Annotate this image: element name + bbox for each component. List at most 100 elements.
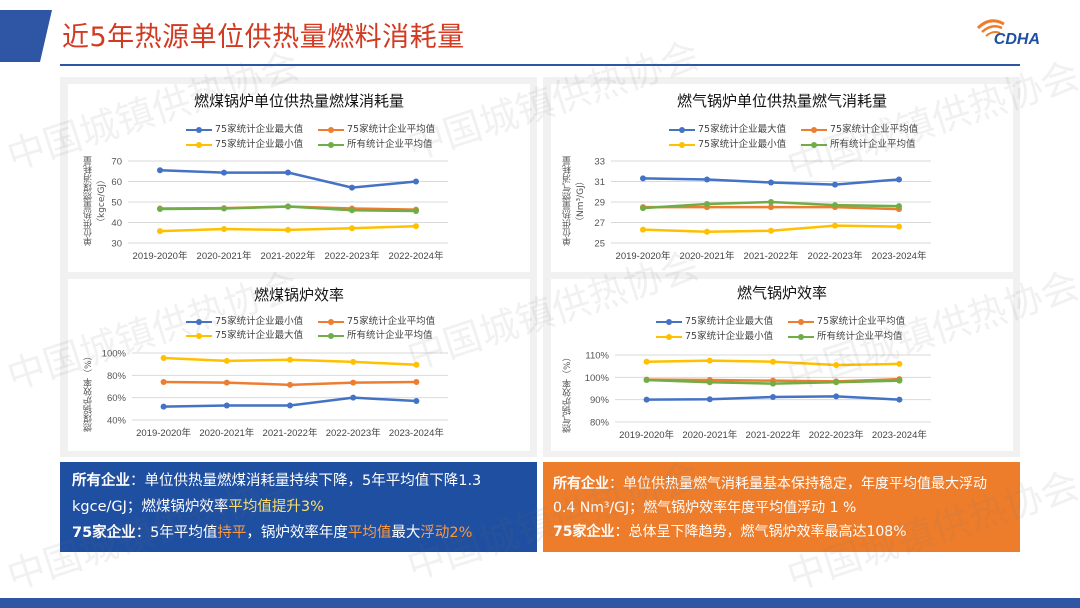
- data-point: [413, 361, 420, 368]
- page-title: 近5年热源单位供热量燃料消耗量: [62, 22, 465, 53]
- data-point: [770, 380, 776, 387]
- summary-label: 75家企业: [72, 525, 136, 541]
- legend-item: 75家统计企业最大值: [656, 313, 773, 327]
- plot-area: 25 27 29 31 33 2019-2020年 2020-2021年 2021-2022年…: [594, 157, 931, 262]
- data-point: [221, 226, 227, 233]
- y-tick-label: 80%: [107, 371, 127, 382]
- chart-title: 燃气锅炉单位供热量燃气消耗量: [676, 92, 887, 110]
- title-accent-shape: [0, 10, 52, 62]
- data-point: [413, 398, 420, 405]
- chart-card-gas-efficiency: 燃气锅炉效率 75家统计企业最大值 75家统计企业平均值 75家统计企业最小值 …: [551, 279, 1013, 451]
- chart-title: 燃气锅炉效率: [736, 284, 827, 302]
- legend-item: 75家统计企业最大值: [186, 121, 303, 135]
- logo-text: CDHA: [993, 31, 1040, 48]
- x-tick-label: 2022-2023年: [325, 250, 380, 262]
- data-point: [413, 379, 420, 386]
- data-point: [896, 360, 903, 367]
- x-tick-label: 2023-2024年: [872, 429, 927, 441]
- data-point: [770, 358, 776, 365]
- data-point: [223, 402, 230, 409]
- data-point: [157, 167, 163, 174]
- data-point: [704, 228, 710, 235]
- y-tick-label: 60: [111, 177, 122, 188]
- summary-box-left: 所有企业：单位供热量燃煤消耗量持续下降，5年平均值下降1.3 kgce/GJ；燃…: [60, 462, 537, 552]
- summary-label: 75家企业: [553, 524, 615, 540]
- legend-item: 75家统计企业最小值: [656, 328, 773, 342]
- data-point: [349, 184, 355, 191]
- data-point: [157, 205, 163, 212]
- data-point: [706, 396, 713, 403]
- summary-text: ：总体呈下降趋势，燃气锅炉效率最高达108%: [614, 524, 907, 540]
- y-tick-label: 70: [111, 157, 122, 168]
- plot-area: 80% 90% 100% 110% 2019-2020年 2020-2021年 2021-2…: [585, 351, 931, 441]
- data-point: [350, 379, 357, 386]
- x-tick-label: 2021-2022年: [261, 250, 316, 262]
- data-point: [770, 393, 776, 400]
- summary-highlight: 浮动2%: [420, 525, 473, 541]
- data-point: [160, 403, 167, 410]
- summary-text: ：5年平均值: [135, 525, 218, 541]
- data-point: [287, 381, 293, 388]
- data-point: [413, 223, 419, 230]
- x-tick-label: 2023-2024年: [872, 250, 927, 262]
- y-tick-label: 29: [594, 198, 605, 209]
- summary-label: 所有企业: [72, 473, 130, 489]
- y-tick-label: 100%: [585, 373, 610, 384]
- data-point: [704, 201, 710, 208]
- data-point: [221, 205, 227, 212]
- data-point: [706, 379, 713, 386]
- y-tick-label: 100%: [102, 349, 127, 360]
- chart-card-coal-efficiency: 燃煤锅炉效率 75家统计企业最小值 75家统计企业平均值 75家统计企业最大值 …: [68, 279, 530, 451]
- chart-legend: 75家统计企业最大值 75家统计企业平均值 75家统计企业最小值 所有统计企业平…: [656, 313, 926, 343]
- legend-item: 所有统计企业平均值: [801, 136, 916, 150]
- data-point: [285, 169, 291, 176]
- y-tick-label: 30: [111, 239, 122, 250]
- y-tick-label: 40%: [107, 416, 127, 427]
- y-tick-label: 90%: [590, 395, 610, 406]
- y-tick-label: 80%: [590, 418, 610, 429]
- legend-item: 75家统计企业最小值: [186, 313, 303, 327]
- x-tick-label: 2019-2020年: [616, 250, 671, 262]
- data-point: [160, 355, 167, 362]
- y-tick-label: 27: [594, 218, 605, 229]
- data-point: [349, 207, 355, 214]
- legend-item: 75家统计企业最小值: [669, 136, 786, 150]
- cdha-logo-icon: [976, 19, 1005, 37]
- chart-title: 燃煤锅炉单位供热量燃煤消耗量: [193, 92, 404, 110]
- data-point: [223, 357, 230, 364]
- data-point: [643, 396, 650, 403]
- data-point: [640, 205, 646, 212]
- data-point: [832, 222, 838, 229]
- y-tick-label: 25: [594, 239, 605, 250]
- x-tick-label: 2021-2022年: [744, 250, 799, 262]
- data-point: [768, 204, 774, 211]
- data-point: [706, 357, 713, 364]
- summary-highlight: 持平: [217, 525, 247, 541]
- data-point: [643, 377, 650, 384]
- x-tick-label: 2019-2020年: [619, 429, 674, 441]
- summary-box-right: 所有企业：单位供热量燃气消耗量基本保持稳定，年度平均值最大浮动 0.4 Nm³/…: [543, 462, 1020, 552]
- x-tick-label: 2019-2020年: [136, 427, 191, 439]
- data-point: [704, 176, 710, 183]
- y-tick-label: 60%: [107, 393, 127, 404]
- data-point: [896, 176, 902, 183]
- bottom-bar: [0, 598, 1080, 608]
- chart-legend: 75家统计企业最大值 75家统计企业平均值 75家统计企业最小值 所有统计企业平…: [669, 121, 929, 151]
- legend-item: 75家统计企业平均值: [318, 121, 435, 135]
- x-tick-label: 2023-2024年: [389, 427, 444, 439]
- data-point: [833, 393, 840, 400]
- x-tick-label: 2022-2023年: [326, 427, 381, 439]
- x-tick-label: 2019-2020年: [133, 250, 188, 262]
- summary-text: ：单位供热量燃煤消耗量持续下降，5年平均值下降1.3 kgce/GJ；燃煤锅炉效…: [72, 473, 482, 515]
- y-axis-label: 燃气锅炉效率（%）: [563, 352, 573, 433]
- data-point: [413, 178, 419, 185]
- y-tick-label: 110%: [585, 351, 609, 362]
- y-tick-label: 31: [594, 177, 605, 188]
- data-point: [768, 227, 774, 234]
- legend-item: 75家统计企业最大值: [669, 121, 786, 135]
- x-tick-label: 2022-2024年: [389, 250, 444, 262]
- legend-item: 75家统计企业平均值: [801, 121, 918, 135]
- data-point: [350, 358, 357, 365]
- summary-text: ：单位供热量燃气消耗量基本保持稳定，年度平均值最大浮动 0.4 Nm³/GJ；燃…: [553, 476, 987, 516]
- data-point: [643, 358, 650, 365]
